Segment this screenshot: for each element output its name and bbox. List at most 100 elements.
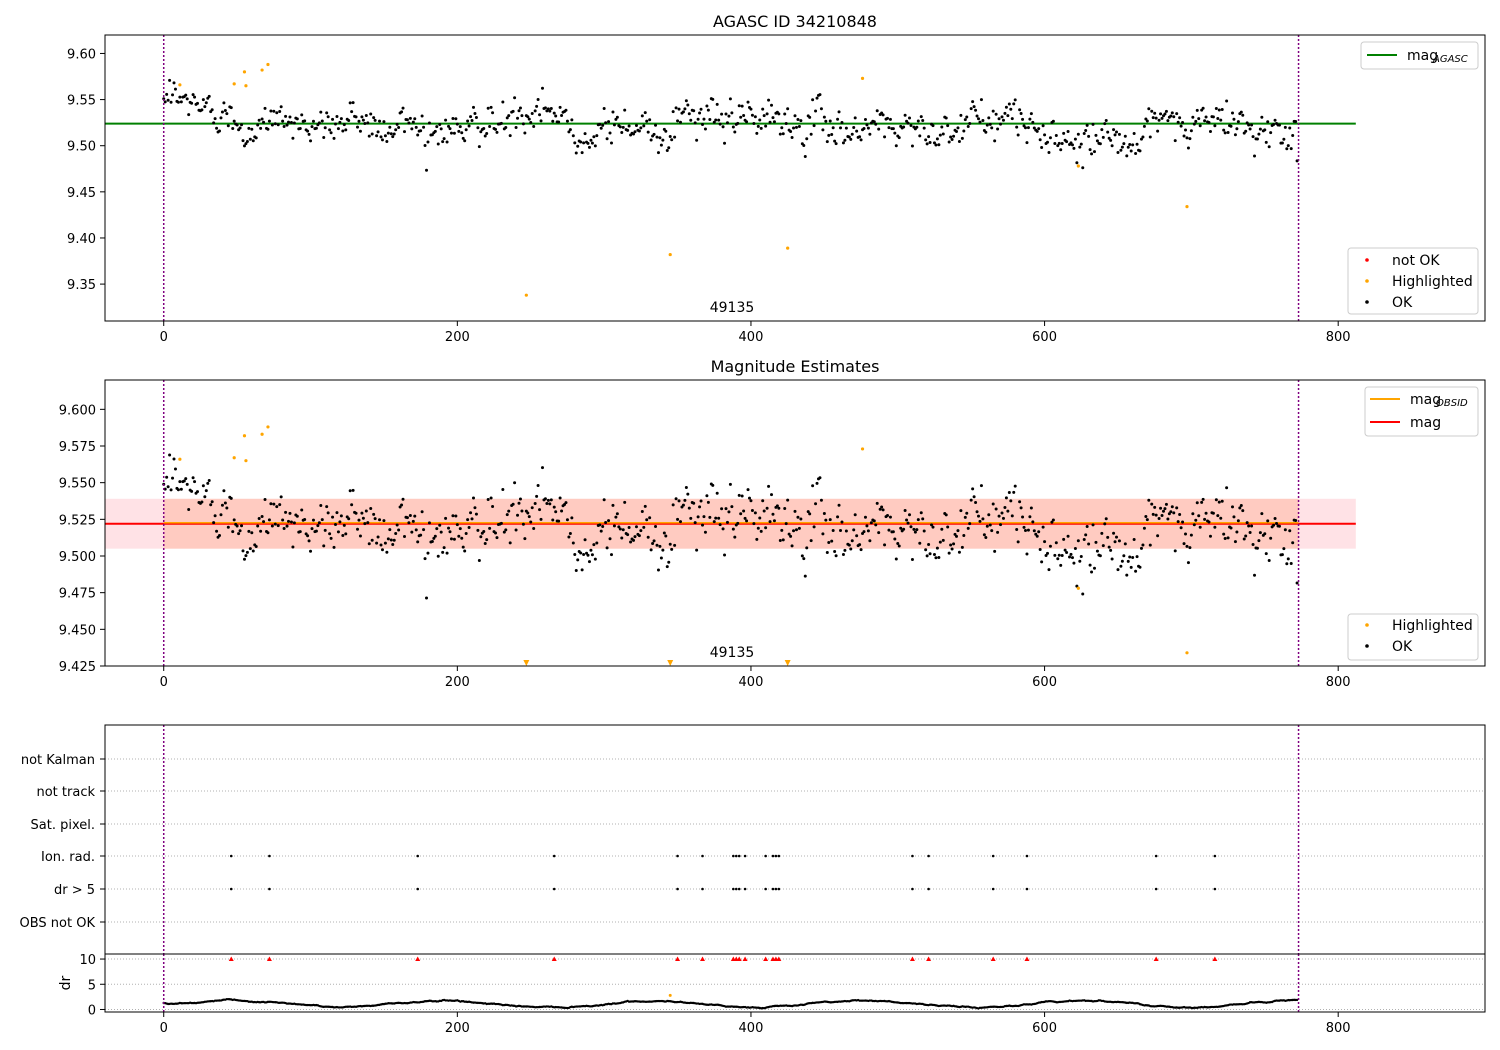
- ok-point: [1241, 509, 1245, 513]
- ok-point: [225, 112, 229, 116]
- ok-point: [348, 489, 352, 493]
- ok-point: [571, 134, 575, 138]
- ok-point: [987, 116, 991, 120]
- ok-point: [212, 521, 216, 525]
- flag-point: [734, 887, 738, 891]
- ok-point: [366, 521, 370, 525]
- ok-point: [486, 106, 490, 110]
- ok-point: [822, 511, 826, 515]
- ok-point: [1236, 519, 1240, 523]
- ok-point: [877, 531, 881, 535]
- ok-point: [499, 121, 503, 125]
- ok-point: [654, 525, 658, 529]
- ok-point: [821, 128, 825, 132]
- ok-point: [331, 515, 335, 519]
- ok-point: [1041, 124, 1045, 128]
- ok-point: [379, 543, 383, 547]
- ok-point: [1216, 514, 1220, 518]
- ok-point: [501, 487, 505, 491]
- ok-point: [812, 124, 816, 128]
- ok-point: [862, 127, 866, 131]
- ok-point: [391, 543, 395, 547]
- ok-point: [1242, 537, 1246, 541]
- ok-point: [457, 129, 461, 133]
- ok-point: [442, 546, 446, 550]
- ok-point: [163, 100, 167, 104]
- ok-point: [222, 489, 226, 493]
- ok-point: [1181, 120, 1185, 124]
- ok-point: [476, 126, 480, 130]
- ok-point: [282, 526, 286, 530]
- ok-point: [940, 125, 944, 129]
- ok-point: [771, 116, 775, 120]
- ok-point: [1115, 535, 1119, 539]
- ok-point: [686, 492, 690, 496]
- estimates-x-tick-label: 600: [1032, 675, 1057, 690]
- ok-point: [1288, 529, 1292, 533]
- ok-point: [514, 528, 518, 532]
- legend-box: [1347, 613, 1479, 661]
- ok-point: [607, 519, 611, 523]
- ok-point: [270, 123, 274, 127]
- ok-point: [634, 123, 638, 127]
- ok-point: [316, 524, 320, 528]
- ok-point: [687, 506, 691, 510]
- ok-point: [517, 109, 521, 113]
- ok-point: [833, 139, 837, 143]
- ok-point: [1159, 506, 1163, 510]
- flag-point: [416, 887, 420, 891]
- ok-point: [658, 136, 662, 140]
- flag-point: [737, 854, 741, 858]
- legend-point-swatch: [1365, 300, 1369, 304]
- ok-point: [281, 119, 285, 123]
- ok-point: [768, 520, 772, 524]
- estimates-y-tick-label: 9.475: [59, 587, 96, 602]
- ok-point: [335, 511, 339, 515]
- ok-point: [1226, 536, 1230, 540]
- ok-point: [430, 539, 434, 543]
- dr-points: [162, 993, 1299, 1010]
- ok-point: [812, 525, 816, 529]
- ok-point: [176, 100, 180, 104]
- ok-point: [504, 125, 508, 129]
- ok-point: [226, 124, 230, 128]
- ok-point: [1103, 122, 1107, 126]
- ok-point: [546, 498, 550, 502]
- ok-point: [520, 114, 524, 118]
- highlighted-point: [244, 84, 248, 88]
- estimates-y-tick-label: 9.425: [59, 660, 96, 675]
- ok-point: [649, 138, 653, 142]
- dr-clipped-marker: [551, 956, 557, 962]
- ok-point: [689, 516, 693, 520]
- ok-point: [994, 507, 998, 511]
- flag-point: [676, 854, 679, 858]
- ok-point: [1264, 140, 1268, 144]
- ok-point: [328, 532, 332, 536]
- ok-point: [819, 498, 823, 502]
- ok-point: [1018, 108, 1022, 112]
- flag-point: [1025, 887, 1029, 891]
- ok-point: [1054, 134, 1058, 138]
- ok-point: [794, 528, 798, 532]
- ok-point: [452, 131, 456, 135]
- ok-point: [351, 101, 355, 105]
- ok-point: [520, 509, 524, 513]
- ok-point: [743, 516, 747, 520]
- ok-point: [213, 514, 217, 518]
- ok-point: [545, 502, 549, 506]
- ok-point: [467, 124, 471, 128]
- ok-point: [940, 527, 944, 531]
- ok-point: [841, 552, 845, 556]
- ok-point: [394, 532, 398, 536]
- ok-point: [742, 114, 746, 118]
- ok-point: [1037, 530, 1041, 534]
- ok-point: [329, 536, 333, 540]
- flag-category-label: dr > 5: [54, 883, 95, 898]
- ok-point: [957, 550, 961, 554]
- ok-point: [1007, 102, 1011, 106]
- ok-point: [1046, 140, 1050, 144]
- ok-point: [533, 109, 537, 113]
- ok-point: [1204, 511, 1208, 515]
- ok-point: [972, 495, 976, 499]
- ok-point: [1000, 115, 1004, 119]
